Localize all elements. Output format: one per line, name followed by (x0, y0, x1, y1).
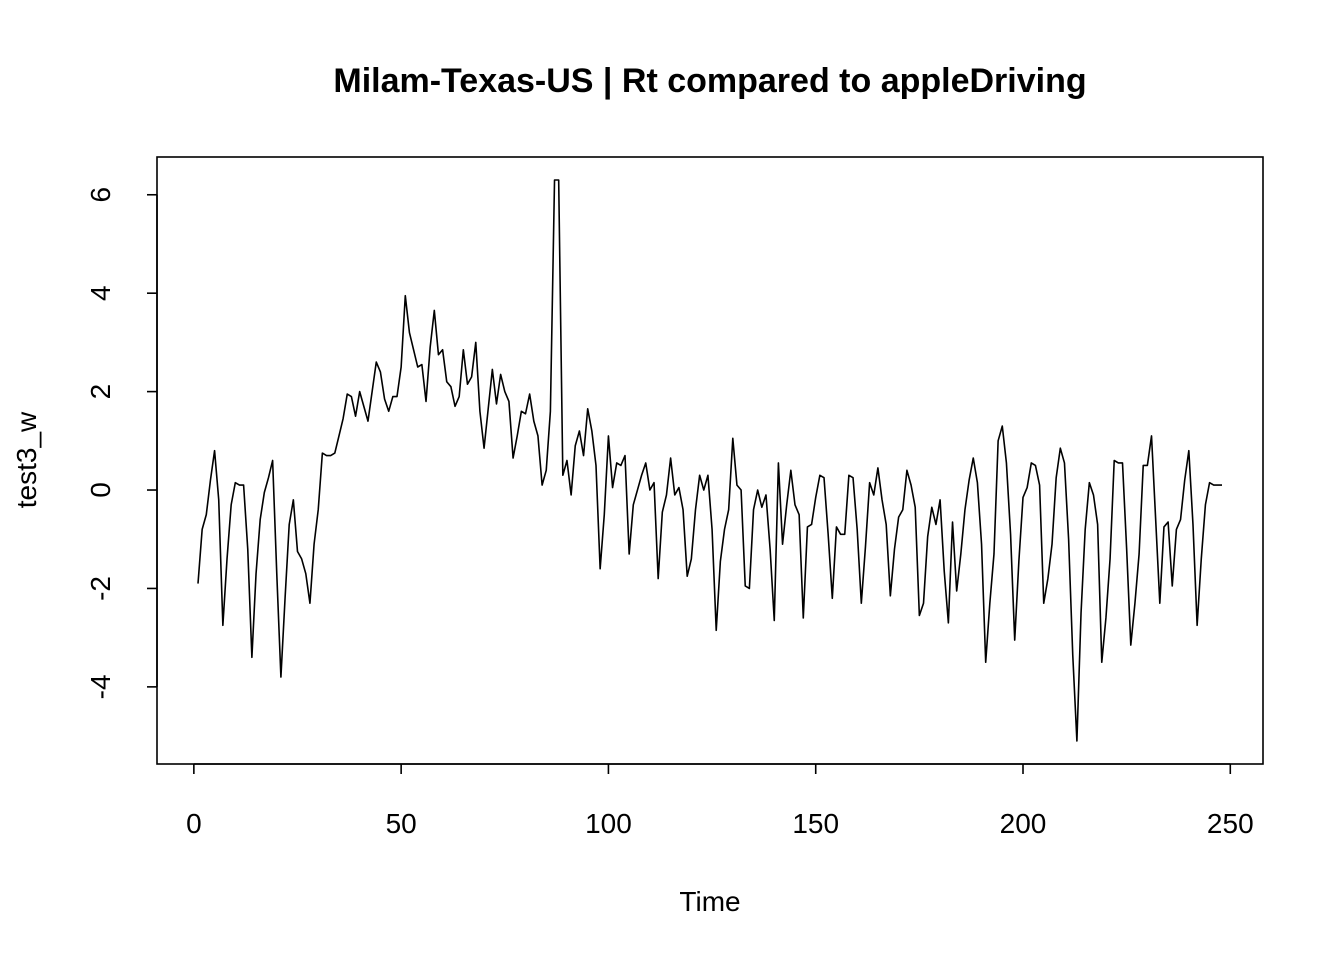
series-line (197, 179, 1222, 742)
x-tick-label: 0 (186, 808, 202, 839)
x-axis-label: Time (679, 886, 740, 917)
x-tick-label: 50 (386, 808, 417, 839)
x-tick-label: 200 (1000, 808, 1047, 839)
y-tick-label: -4 (85, 674, 116, 699)
plot-frame (156, 156, 1264, 765)
x-tick-label: 100 (585, 808, 632, 839)
y-axis-label: test3_w (11, 411, 42, 508)
x-tick-label: 150 (792, 808, 839, 839)
x-tick-label: 250 (1207, 808, 1254, 839)
y-tick-label: -2 (85, 576, 116, 601)
y-tick-label: 2 (85, 384, 116, 400)
x-axis: 0 50 100 150 200 250 (186, 763, 1254, 839)
chart-title: Milam-Texas-US | Rt compared to appleDri… (333, 62, 1086, 100)
y-tick-label: 4 (85, 285, 116, 301)
y-tick-label: 0 (85, 482, 116, 498)
y-tick-label: 6 (85, 187, 116, 203)
y-axis: -4 -2 0 2 4 6 (85, 187, 158, 699)
